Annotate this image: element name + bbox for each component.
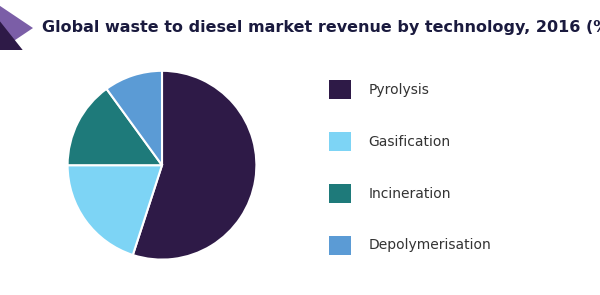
Text: Depolymerisation: Depolymerisation [368,238,491,253]
Text: Gasification: Gasification [368,135,451,149]
FancyBboxPatch shape [329,132,352,151]
FancyBboxPatch shape [329,80,352,99]
Text: Global waste to diesel market revenue by technology, 2016 (%): Global waste to diesel market revenue by… [42,20,600,35]
Wedge shape [133,71,256,260]
FancyBboxPatch shape [329,184,352,203]
Wedge shape [107,71,162,165]
Polygon shape [0,6,33,50]
Text: Incineration: Incineration [368,186,451,201]
Text: Pyrolysis: Pyrolysis [368,83,429,97]
Wedge shape [68,89,162,165]
FancyBboxPatch shape [329,236,352,255]
Polygon shape [0,22,23,50]
Wedge shape [68,165,162,255]
